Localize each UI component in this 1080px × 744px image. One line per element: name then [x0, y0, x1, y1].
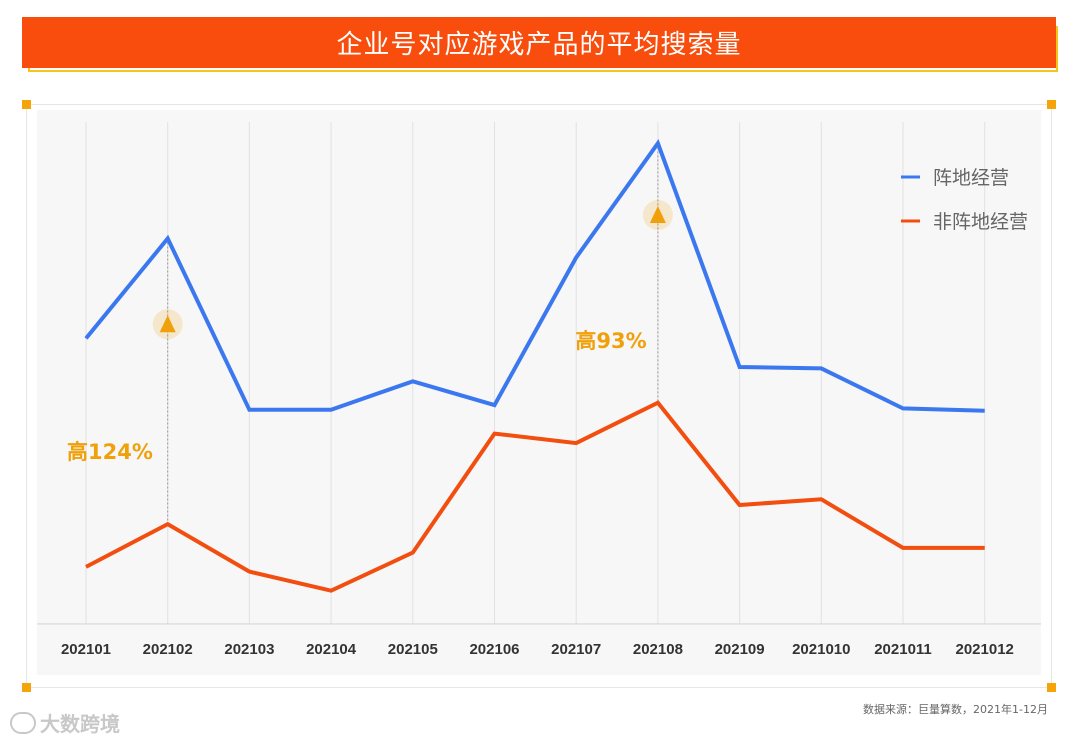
x-tick-label-2021011: 2021011 [874, 641, 932, 658]
series-line-2 [85, 400, 985, 593]
x-tick-label-202102: 202102 [143, 641, 193, 658]
watermark-text: 大数跨境 [40, 712, 120, 736]
plot-area [37, 110, 1041, 624]
annotation-label-1: 高124% [67, 440, 153, 464]
watermark-logo-icon [10, 711, 36, 734]
chart-frame [26, 104, 1052, 688]
series-line-1 [84, 139, 985, 413]
x-tick-label-2021010: 2021010 [792, 641, 850, 658]
frame-corner-top-right [1047, 100, 1056, 109]
x-tick-label-202108: 202108 [633, 641, 683, 658]
frame-corner-bottom-right [1047, 683, 1056, 692]
chart-title: 企业号对应游戏产品的平均搜索量 [22, 17, 1056, 68]
x-tick-label-202109: 202109 [715, 641, 765, 658]
watermark: 大数跨境 [10, 708, 120, 737]
annotation-up-arrow-icon-2 [649, 206, 666, 224]
x-tick-label-202106: 202106 [469, 641, 519, 658]
x-axis-band [37, 625, 1041, 675]
legend-label-1: 阵地经营 [933, 167, 1009, 189]
x-tick-label-202101: 202101 [61, 641, 111, 658]
frame-corner-bottom-left [22, 683, 31, 692]
frame-corner-top-left [22, 100, 31, 109]
annotation-label-2: 高93% [575, 329, 646, 353]
legend-label-2: 非阵地经营 [933, 211, 1028, 233]
source-note: 数据来源：巨量算数，2021年1-12月 [863, 703, 1048, 716]
x-tick-label-202104: 202104 [306, 641, 357, 658]
x-tick-label-202105: 202105 [388, 641, 438, 658]
x-tick-label-202107: 202107 [551, 641, 601, 658]
x-tick-label-202103: 202103 [224, 641, 274, 658]
x-tick-label-2021012: 2021012 [955, 641, 1013, 658]
annotation-up-arrow-icon-1 [159, 315, 176, 333]
